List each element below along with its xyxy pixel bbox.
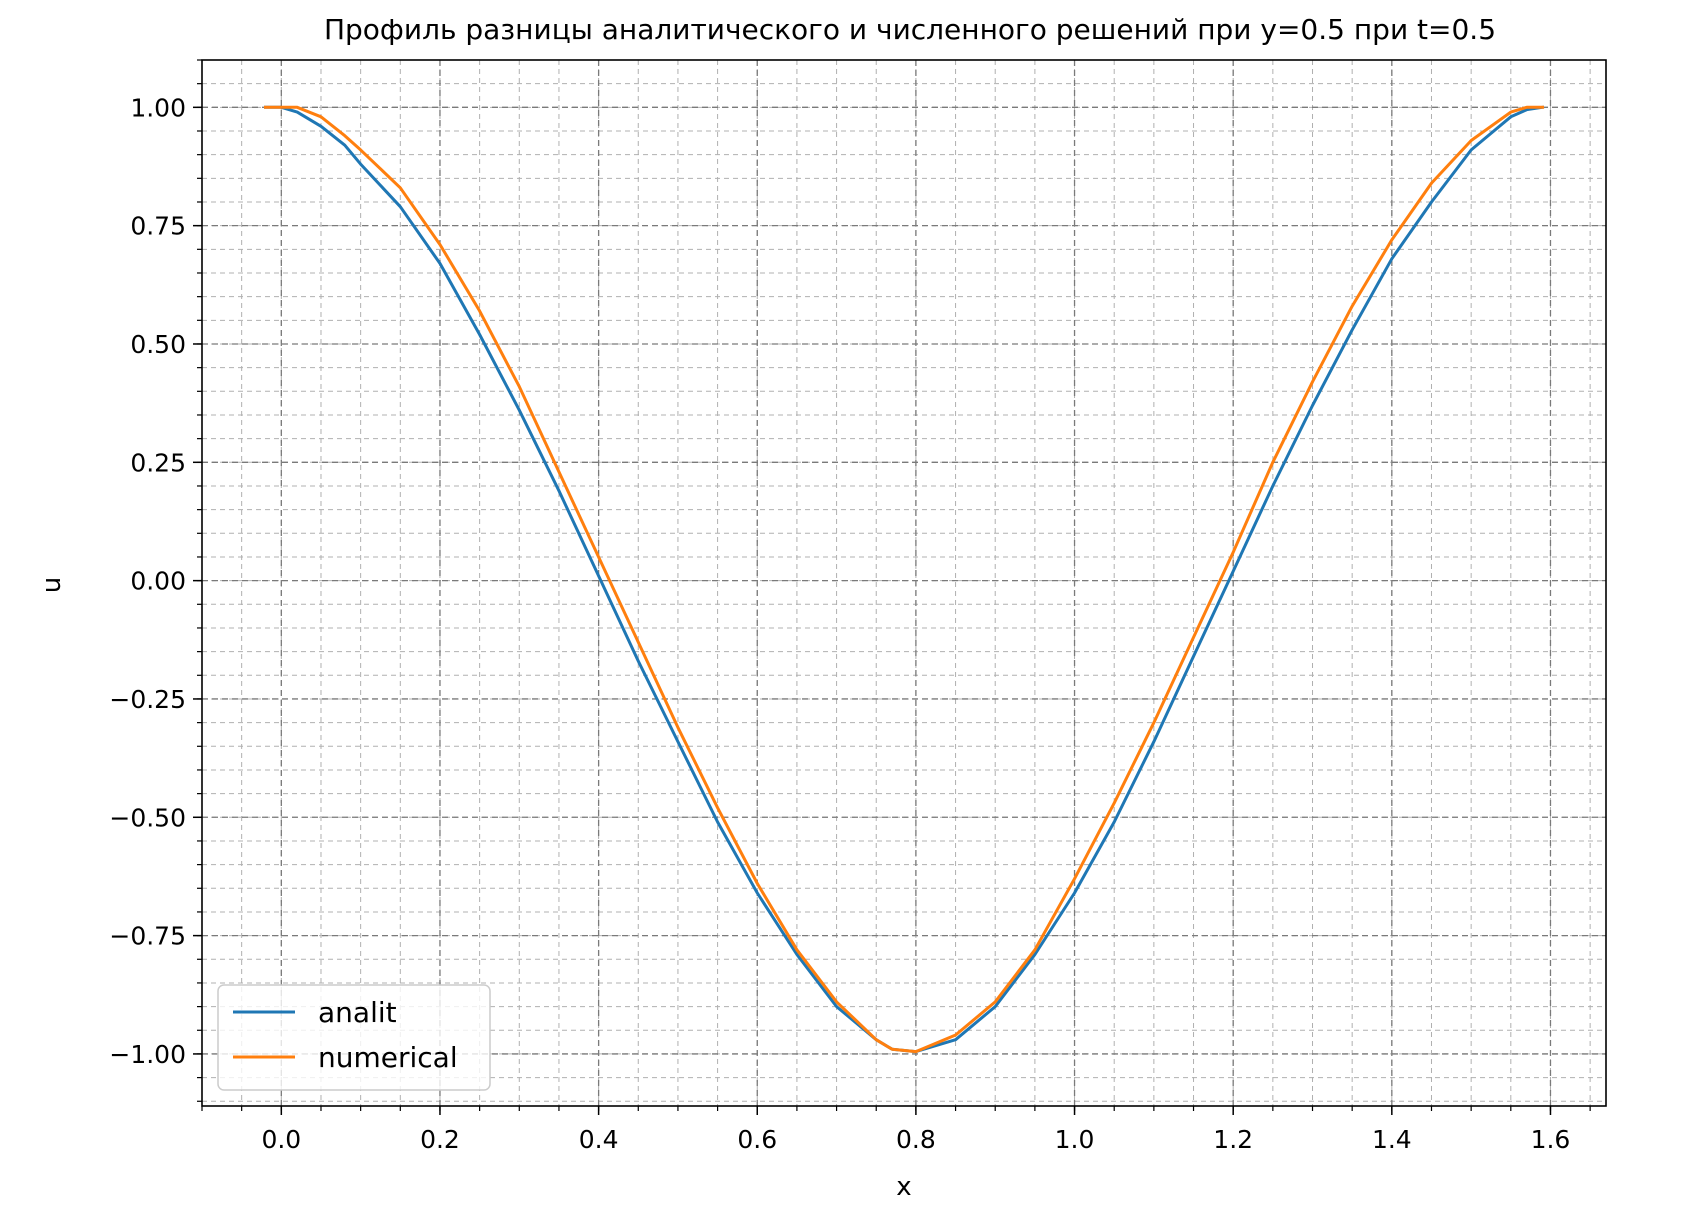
y-tick-label: −0.25 — [109, 685, 186, 714]
legend: analit numerical — [217, 984, 491, 1091]
x-tick-label: 1.6 — [1531, 1125, 1571, 1154]
y-axis: 1.00 0.75 0.50 0.25 0.00 −0.25 −0.50 −0.75 −1.00 — [109, 59, 202, 1102]
x-tick-label: 1.4 — [1372, 1125, 1412, 1154]
x-tick-label: 0.2 — [420, 1125, 460, 1154]
x-tick-label: 0.6 — [737, 1125, 777, 1154]
series-line-numerical — [264, 105, 1544, 1054]
y-tick-label: 1.00 — [130, 93, 186, 122]
plot-frame — [201, 59, 1607, 1107]
y-tick-label: 0.50 — [130, 330, 186, 359]
y-tick-label: 0.25 — [130, 448, 186, 477]
x-tick-label: 0.8 — [896, 1125, 936, 1154]
legend-label-numerical: numerical — [318, 1041, 458, 1074]
x-tick-label: 1.0 — [1055, 1125, 1095, 1154]
x-axis-label: x — [896, 1172, 911, 1202]
chart-title: Профиль разницы аналитического и численн… — [324, 13, 1496, 46]
series-layer — [264, 105, 1545, 1054]
x-tick-label: 0.4 — [579, 1125, 619, 1154]
y-tick-label: 0.00 — [130, 567, 186, 596]
y-tick-label: −0.50 — [109, 803, 186, 832]
y-tick-label: 0.75 — [130, 212, 186, 241]
legend-label-analit: analit — [318, 996, 397, 1029]
y-axis-label: u — [37, 577, 67, 593]
x-tick-label: 0.0 — [261, 1125, 301, 1154]
x-axis: 0.0 0.2 0.4 0.6 0.8 1.0 1.2 1.4 1.6 — [201, 1106, 1591, 1154]
y-tick-label: −0.75 — [109, 922, 186, 951]
y-tick-label: −1.00 — [109, 1040, 186, 1069]
major-grid — [202, 60, 1606, 1106]
x-tick-label: 1.2 — [1213, 1125, 1253, 1154]
